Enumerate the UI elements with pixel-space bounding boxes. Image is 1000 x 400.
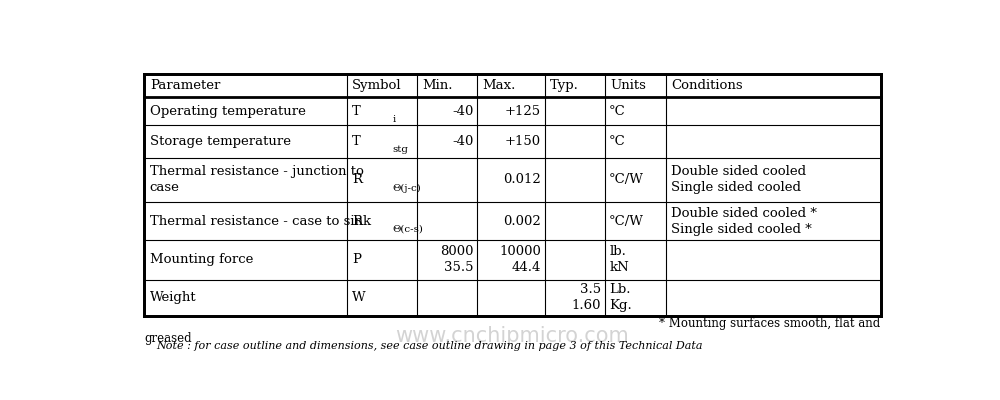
Text: stg: stg	[393, 145, 409, 154]
Text: Θ(c-s): Θ(c-s)	[393, 225, 424, 234]
Text: Thermal resistance - junction to
case: Thermal resistance - junction to case	[150, 166, 364, 194]
Text: +125: +125	[505, 104, 541, 118]
Text: Min.: Min.	[422, 79, 453, 92]
Text: T: T	[352, 104, 361, 118]
Text: Weight: Weight	[150, 291, 196, 304]
Text: °C/W: °C/W	[609, 174, 644, 186]
Text: Parameter: Parameter	[150, 79, 220, 92]
Text: Thermal resistance - case to sink: Thermal resistance - case to sink	[150, 214, 371, 228]
Text: Typ.: Typ.	[550, 79, 579, 92]
Text: Mounting force: Mounting force	[150, 253, 253, 266]
Text: Conditions: Conditions	[671, 79, 743, 92]
Text: 0.012: 0.012	[503, 174, 541, 186]
Text: T: T	[352, 135, 361, 148]
Text: R: R	[352, 174, 362, 186]
Text: * Mounting surfaces smooth, flat and: * Mounting surfaces smooth, flat and	[659, 318, 881, 330]
Text: lb.
kN: lb. kN	[609, 245, 629, 274]
Text: Note : for case outline and dimensions, see case outline drawing in page 3 of th: Note : for case outline and dimensions, …	[156, 341, 702, 351]
Text: www.cnchipmicro.com: www.cnchipmicro.com	[396, 326, 629, 346]
Text: Storage temperature: Storage temperature	[150, 135, 291, 148]
Bar	[144, 74, 881, 316]
Text: greased: greased	[144, 332, 192, 345]
Text: Operating temperature: Operating temperature	[150, 104, 306, 118]
Text: Double sided cooled
Single sided cooled: Double sided cooled Single sided cooled	[671, 166, 806, 194]
Text: W: W	[352, 291, 366, 304]
Text: 0.002: 0.002	[503, 214, 541, 228]
Text: °C: °C	[609, 135, 626, 148]
Text: 10000
44.4: 10000 44.4	[499, 245, 541, 274]
Text: P: P	[352, 253, 361, 266]
Text: Units: Units	[611, 79, 647, 92]
Text: 3.5
1.60: 3.5 1.60	[572, 283, 601, 312]
Text: Max.: Max.	[483, 79, 516, 92]
Text: °C/W: °C/W	[609, 214, 644, 228]
Text: -40: -40	[452, 135, 473, 148]
Text: +150: +150	[505, 135, 541, 148]
Text: Θ(j-c): Θ(j-c)	[393, 184, 422, 193]
Text: -40: -40	[452, 104, 473, 118]
Text: Double sided cooled *
Single sided cooled *: Double sided cooled * Single sided coole…	[671, 206, 817, 236]
Text: i: i	[393, 115, 396, 124]
Text: °C: °C	[609, 104, 626, 118]
Text: Symbol: Symbol	[352, 79, 402, 92]
Text: Lb.
Kg.: Lb. Kg.	[609, 283, 632, 312]
Text: 8000
35.5: 8000 35.5	[440, 245, 473, 274]
Text: R: R	[352, 214, 362, 228]
